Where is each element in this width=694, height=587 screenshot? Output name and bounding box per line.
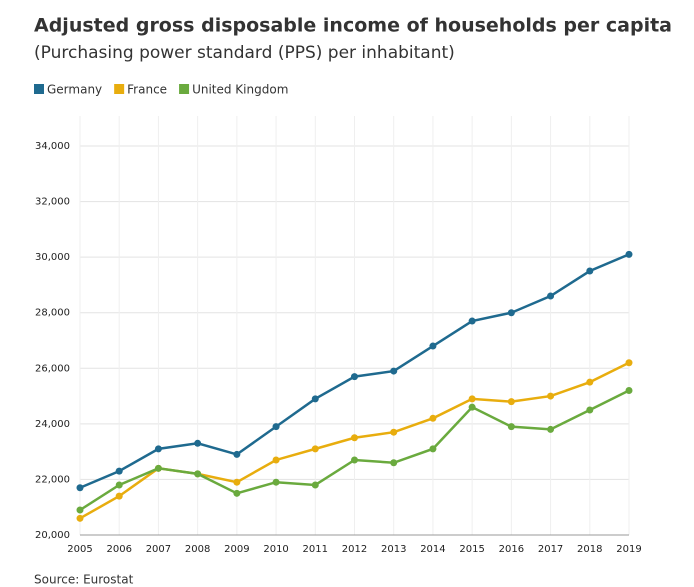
x-tick-label: 2005 [67, 544, 92, 555]
data-point [311, 445, 319, 453]
data-point [154, 464, 162, 472]
legend-label: Germany [47, 83, 102, 97]
data-point [311, 481, 319, 489]
data-point [76, 484, 84, 492]
data-point [468, 395, 476, 403]
x-tick-label: 2009 [224, 544, 249, 555]
x-tick-label: 2019 [616, 544, 641, 555]
x-tick-label: 2008 [185, 544, 210, 555]
data-point [625, 387, 633, 395]
x-tick-label: 2014 [420, 544, 445, 555]
x-tick-label: 2017 [538, 544, 563, 555]
y-tick-label: 24,000 [35, 419, 70, 430]
x-tick-label: 2013 [381, 544, 406, 555]
y-tick-label: 30,000 [35, 252, 70, 263]
data-point [390, 428, 398, 436]
x-tick-label: 2015 [459, 544, 484, 555]
data-point [351, 373, 358, 381]
data-point [586, 378, 594, 386]
x-tick-label: 2016 [499, 544, 524, 555]
data-point [586, 406, 594, 414]
chart-subtitle: (Purchasing power standard (PPS) per inh… [34, 43, 455, 63]
data-point [429, 414, 437, 422]
x-tick-label: 2012 [342, 544, 367, 555]
data-point [429, 445, 437, 453]
data-point [311, 395, 319, 403]
data-point [468, 403, 476, 411]
source-note: Source: Eurostat [34, 573, 134, 587]
data-point [468, 317, 476, 325]
data-point [390, 459, 398, 467]
chart-title: Adjusted gross disposable income of hous… [34, 15, 672, 37]
y-tick-label: 34,000 [35, 141, 70, 152]
data-point [351, 434, 358, 442]
data-point [272, 456, 280, 464]
x-tick-label: 2010 [263, 544, 288, 555]
data-point [76, 514, 84, 522]
x-tick-label: 2018 [577, 544, 602, 555]
data-point [154, 445, 162, 453]
legend-swatch [34, 84, 44, 94]
y-tick-label: 26,000 [35, 363, 70, 374]
data-point [76, 506, 84, 514]
data-point [115, 481, 123, 489]
legend-swatch [179, 84, 190, 94]
data-point [194, 470, 202, 478]
legend-label: France [127, 83, 167, 97]
y-tick-label: 32,000 [35, 197, 70, 208]
data-point [233, 489, 241, 497]
x-tick-label: 2006 [106, 544, 131, 555]
data-point [507, 309, 515, 317]
data-point [429, 342, 437, 350]
x-tick-label: 2007 [146, 544, 171, 555]
data-point [390, 367, 398, 375]
data-point [547, 392, 555, 400]
y-tick-label: 20,000 [35, 530, 70, 541]
data-point [507, 398, 515, 406]
data-point [586, 267, 594, 275]
data-point [233, 450, 241, 458]
data-point [625, 250, 633, 258]
data-point [194, 439, 202, 447]
data-point [351, 456, 358, 464]
data-point [115, 467, 123, 475]
data-point [547, 292, 555, 300]
data-point [272, 423, 280, 431]
legend-label: United Kingdom [192, 83, 288, 97]
legend: Germany France United Kingdom [34, 83, 288, 97]
legend-swatch [114, 84, 125, 94]
data-point [507, 423, 515, 431]
data-point [233, 478, 241, 486]
data-point [625, 359, 633, 367]
data-point [115, 492, 123, 500]
y-tick-label: 22,000 [35, 474, 70, 485]
data-point [547, 425, 555, 433]
y-tick-label: 28,000 [35, 308, 70, 319]
x-tick-label: 2011 [303, 544, 328, 555]
data-point [272, 478, 280, 486]
